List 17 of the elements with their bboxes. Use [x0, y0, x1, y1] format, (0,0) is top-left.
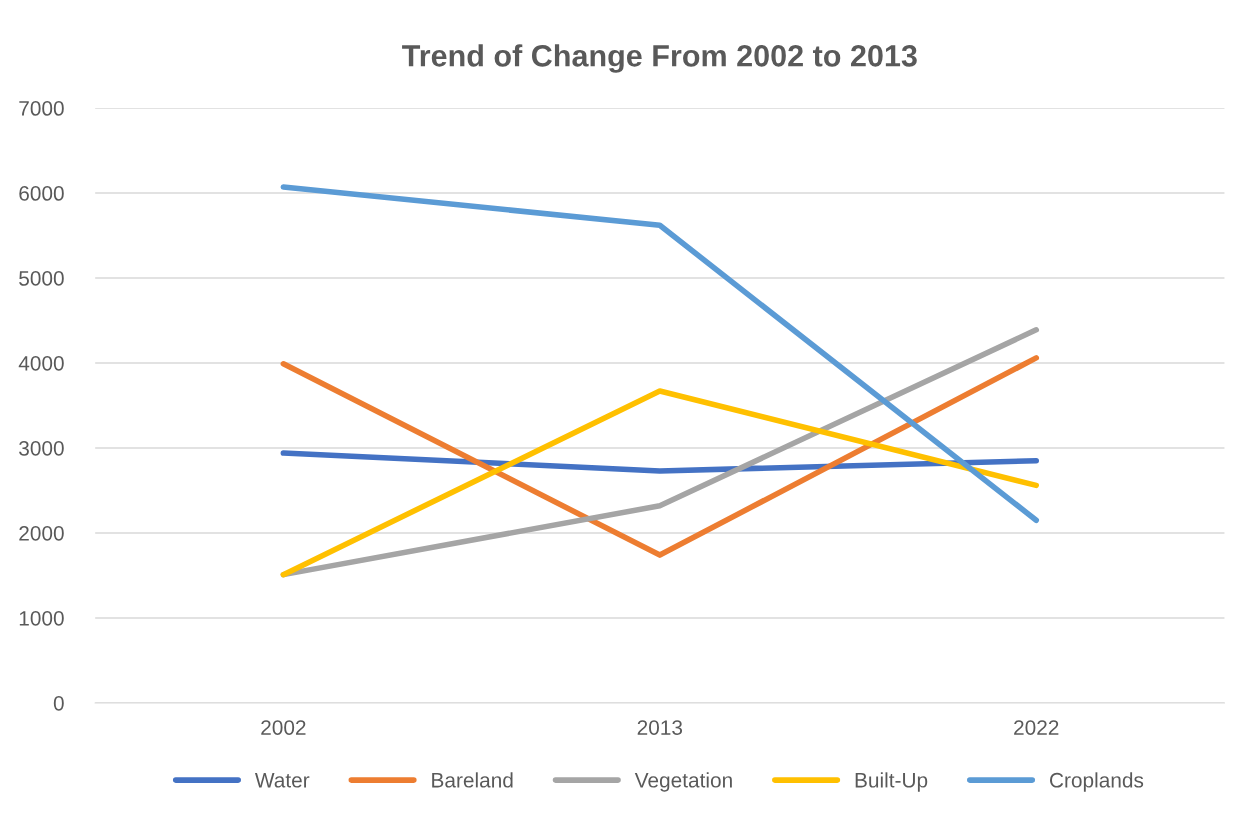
chart-title: Trend of Change From 2002 to 2013 [402, 44, 917, 73]
x-tick-label: 2002 [261, 720, 306, 735]
legend-label: Water [254, 773, 310, 788]
y-tick-label: 4000 [18, 356, 64, 371]
y-tick-label: 3000 [19, 440, 64, 456]
legend-label: Vegetation [634, 772, 732, 792]
y-tick-label: 6000 [19, 186, 64, 201]
legend-label: Croplands [1050, 772, 1144, 792]
x-tick-label: 2022 [1014, 720, 1059, 735]
y-tick-label: 1000 [19, 610, 64, 626]
legend-label: Bareland [432, 772, 513, 788]
y-tick-label: 7000 [19, 101, 64, 116]
y-tick-label: 0 [53, 695, 64, 711]
y-tick-label: 2000 [19, 525, 64, 541]
y-tick-label: 5000 [19, 271, 64, 286]
x-tick-label: 2013 [637, 720, 683, 735]
legend-label: Built-Up [855, 772, 928, 792]
